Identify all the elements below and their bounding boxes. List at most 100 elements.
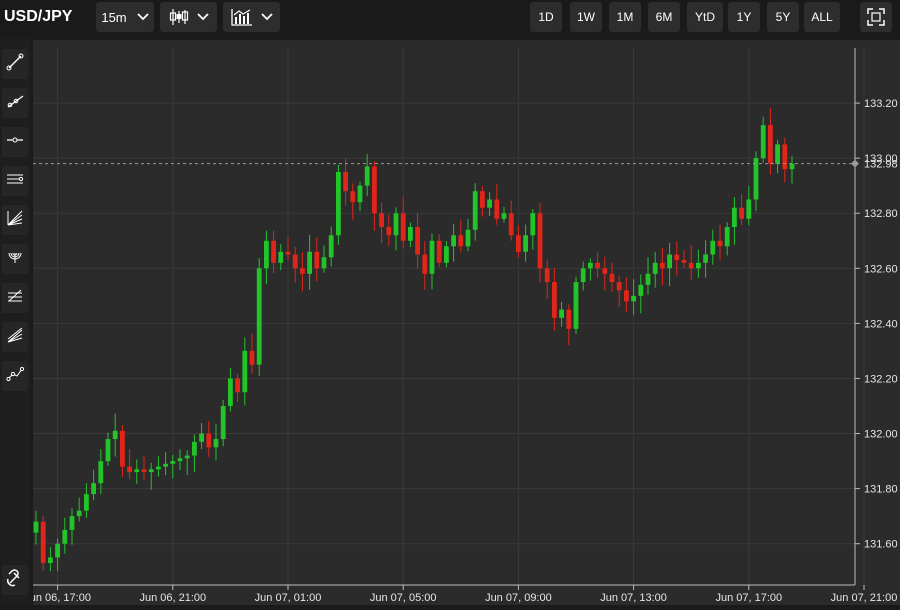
candle-body [559,309,564,318]
candlestick-chart[interactable]: 131.60 131.80 132.00 132.20 132.40 132.60 132.… [24,40,900,605]
candle-body [710,240,716,255]
candle-body [732,207,737,227]
y-tick-label: 131.80 [864,484,898,496]
candle-body [624,290,629,302]
candle-body [588,262,593,269]
candle-body [724,227,730,247]
interval-dropdown[interactable]: 15m [96,2,154,32]
trend-line-tool[interactable] [2,49,28,79]
fib-retracement-tool[interactable] [2,283,28,313]
candle-body [645,273,651,285]
y-tick-label: 132.80 [864,208,898,220]
candle-body [508,213,514,236]
x-tick-label: Jun 07, 09:00 [485,592,552,604]
x-tick-label: Jun 07, 13:00 [600,592,667,604]
candle-body [393,213,399,236]
top-toolbar: USD/JPY 15m [0,0,900,37]
ray-icon [6,92,24,115]
fib-fan-tool[interactable] [2,205,28,235]
candle-body [638,284,644,296]
candle-body [62,529,68,544]
x-tick-label: Jun 07, 01:00 [255,592,322,604]
candle-body [33,521,39,533]
candle-body [69,516,75,530]
candle-body [768,125,773,164]
range-1d-button[interactable]: 1D [530,2,562,32]
candle-body [112,430,118,440]
candle-body [631,295,636,302]
candle-body [55,543,60,558]
candle-body [120,430,125,467]
y-tick-label: 132.20 [864,373,898,385]
candle-body [415,227,420,255]
candle-body [350,191,356,203]
chevron-down-icon [196,13,209,21]
candle-body [84,494,89,511]
fullscreen-button[interactable] [860,2,892,32]
candle-body [127,466,132,473]
last-price-marker [851,159,859,168]
range-6m-button[interactable]: 6M [648,2,680,32]
candle-body [451,235,456,247]
y-tick-label: 133.20 [864,98,898,110]
candle-body [782,144,788,170]
range-1w-button[interactable]: 1W [570,2,602,32]
magnet-tool[interactable] [2,565,28,595]
candle-body [422,254,428,274]
candle-body [292,254,298,269]
candle-body [91,483,96,495]
indicators-dropdown[interactable] [223,2,280,32]
candle-body [674,254,680,261]
candle-body [141,469,147,473]
candle-body [667,254,672,269]
candle-body [573,282,579,329]
ray-tool[interactable] [2,88,28,118]
chart-type-dropdown[interactable] [160,2,217,32]
candle-body [408,227,413,241]
range-1y-button[interactable]: 1Y [728,2,760,32]
candle-body [285,251,291,255]
y-tick-label: 131.60 [864,539,898,551]
candle-body [472,191,478,230]
candle-body [429,240,435,274]
path-tool[interactable] [2,361,28,391]
candle-body [386,227,392,236]
candle-body [609,273,615,283]
horizontal-line-icon [6,131,24,154]
candle-body [98,461,104,484]
candle-body [76,510,82,517]
chevron-down-icon [137,13,149,21]
candle-body [170,461,176,464]
fib-arc-icon [6,248,24,271]
candle-body [192,441,197,456]
candle-body [242,350,248,393]
trend-line-icon [6,53,24,76]
candle-body [48,557,53,563]
candle-body [465,229,471,247]
horizontal-line-tool[interactable] [2,127,28,157]
y-tick-label: 133.00 [864,153,898,165]
range-1m-button[interactable]: 1M [609,2,641,32]
candle-body [552,282,557,318]
chart-area[interactable]: 131.60 131.80 132.00 132.20 132.40 132.60 132.… [24,40,900,605]
candle-body [580,268,586,283]
candle-body [746,199,752,219]
candle-body [681,260,687,263]
candle-body [336,171,341,236]
candle-body [516,235,521,252]
fib-extension-tool[interactable] [2,322,28,352]
range-5y-button[interactable]: 5Y [767,2,799,32]
x-tick-label: Jun 06, 17:00 [33,592,91,604]
fullscreen-icon [867,8,885,26]
parallel-channel-tool[interactable] [2,166,28,196]
y-tick-label: 132.60 [864,263,898,275]
candle-body [487,199,492,208]
candle-body [328,235,334,258]
range-ytd-button[interactable]: YtD [687,2,723,32]
fib-extension-icon [6,326,24,349]
fib-arc-tool[interactable] [2,244,28,274]
parallel-channel-icon [6,170,24,193]
candle-body [220,406,226,440]
range-all-button[interactable]: ALL [804,2,840,32]
candle-body [256,268,262,365]
